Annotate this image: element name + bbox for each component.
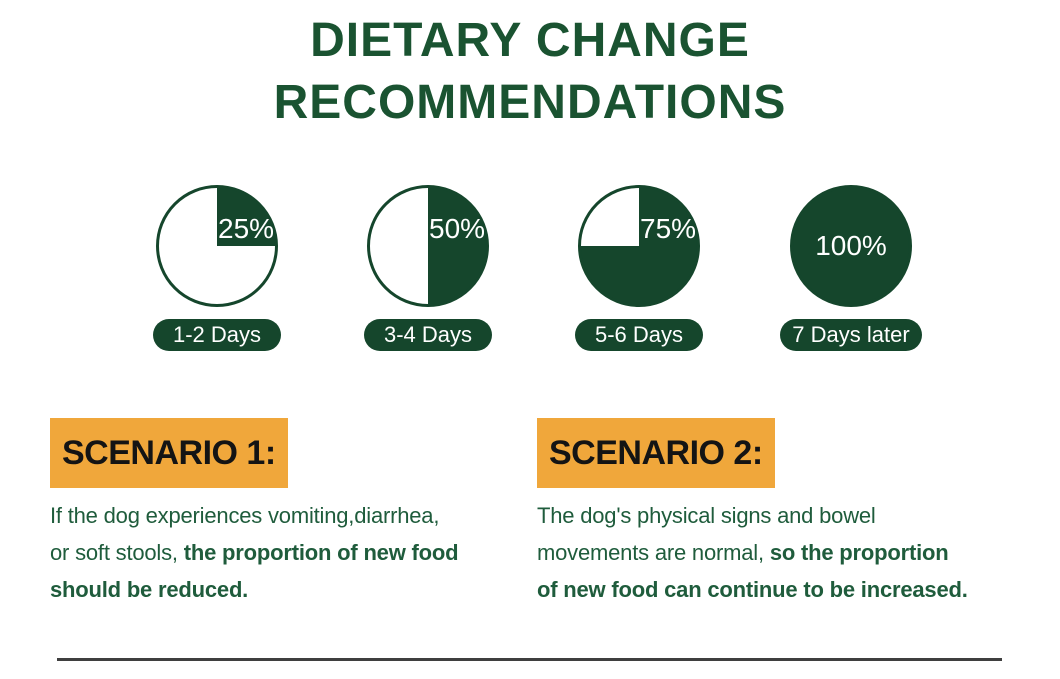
transition-step-3: 75% 5-6 Days bbox=[559, 185, 719, 351]
transition-step-1: 25% 1-2 Days bbox=[137, 185, 297, 351]
percent-label: 100% bbox=[815, 230, 887, 261]
title-line-1: DIETARY CHANGE bbox=[310, 14, 750, 67]
scenario-2-body: The dog's physical signs and bowel moveme… bbox=[537, 497, 1015, 608]
percent-label: 25% bbox=[218, 213, 275, 244]
day-range-pill: 7 Days later bbox=[780, 319, 922, 351]
scenario-2: SCENARIO 2: The dog's physical signs and… bbox=[537, 418, 1015, 608]
body-text-line: or soft stools, the proportion of new fo… bbox=[50, 540, 459, 565]
pie-chart-25: 25% bbox=[156, 185, 278, 307]
scenario-1: SCENARIO 1: If the dog experiences vomit… bbox=[50, 418, 522, 608]
page-title: DIETARY CHANGE RECOMMENDATIONS bbox=[0, 10, 1060, 134]
scenario-2-heading: SCENARIO 2: bbox=[537, 418, 775, 488]
day-range-pill: 1-2 Days bbox=[153, 319, 281, 351]
transition-step-2: 50% 3-4 Days bbox=[348, 185, 508, 351]
body-text-line: If the dog experiences vomiting,diarrhea… bbox=[50, 503, 440, 528]
percent-label: 75% bbox=[640, 213, 697, 244]
pie-chart-100: 100% bbox=[790, 185, 912, 307]
divider bbox=[57, 658, 1002, 661]
percent-label: 50% bbox=[429, 213, 486, 244]
pie-chart-50: 50% bbox=[367, 185, 489, 307]
day-range-pill: 5-6 Days bbox=[575, 319, 703, 351]
body-text-line: The dog's physical signs and bowel bbox=[537, 503, 876, 528]
pie-chart-75: 75% bbox=[578, 185, 700, 307]
title-line-2: RECOMMENDATIONS bbox=[273, 76, 787, 129]
body-text-line: should be reduced. bbox=[50, 577, 249, 602]
body-text-line: movements are normal, so the proportion bbox=[537, 540, 949, 565]
body-text-line: of new food can continue to be increased… bbox=[537, 577, 968, 602]
scenario-1-body: If the dog experiences vomiting,diarrhea… bbox=[50, 497, 522, 608]
day-range-pill: 3-4 Days bbox=[364, 319, 492, 351]
transition-step-4: 100% 7 Days later bbox=[771, 185, 931, 351]
scenario-1-heading: SCENARIO 1: bbox=[50, 418, 288, 488]
